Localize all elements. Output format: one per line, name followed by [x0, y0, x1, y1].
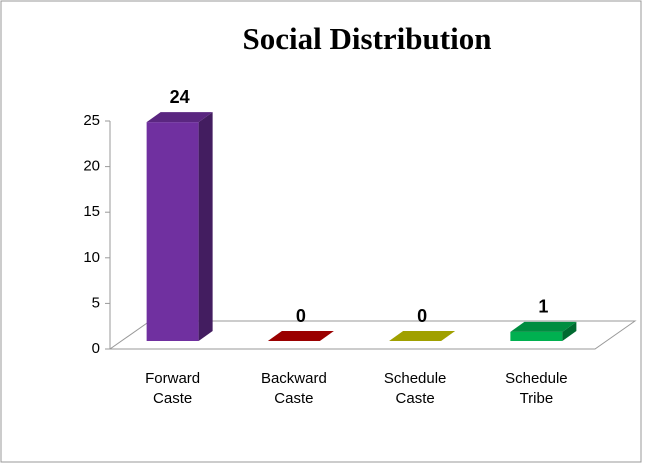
- x-tick-label: Schedule Caste: [383, 370, 447, 407]
- bar-top: [146, 112, 213, 123]
- bar-front: [146, 122, 199, 342]
- y-tick-label: 25: [83, 112, 100, 129]
- x-tick-label: Backward Caste: [260, 370, 327, 407]
- bar-front: [510, 331, 563, 341]
- y-tick-label: 5: [92, 294, 100, 311]
- y-tick-label: 10: [83, 249, 100, 266]
- value-label: 24: [170, 87, 190, 107]
- y-tick-label: 15: [83, 203, 100, 220]
- bar: [510, 321, 577, 341]
- bar: [389, 331, 456, 341]
- bar-side: [562, 321, 577, 341]
- bar: [146, 112, 213, 342]
- bar-top: [389, 331, 456, 341]
- y-tick-label: 0: [92, 340, 100, 357]
- value-label: 1: [538, 297, 548, 317]
- x-tick-label: Schedule Tribe: [505, 370, 568, 407]
- bar: [267, 331, 334, 341]
- bar-top: [267, 331, 334, 341]
- x-tick-label: Forward Caste: [145, 370, 201, 407]
- y-tick-label: 20: [83, 158, 100, 175]
- chart-title: Social Distribution: [243, 21, 492, 56]
- value-label: 0: [296, 306, 306, 326]
- value-label: 0: [417, 306, 427, 326]
- bar-side: [198, 112, 213, 342]
- bar-top: [510, 321, 577, 332]
- floor: [108, 320, 637, 350]
